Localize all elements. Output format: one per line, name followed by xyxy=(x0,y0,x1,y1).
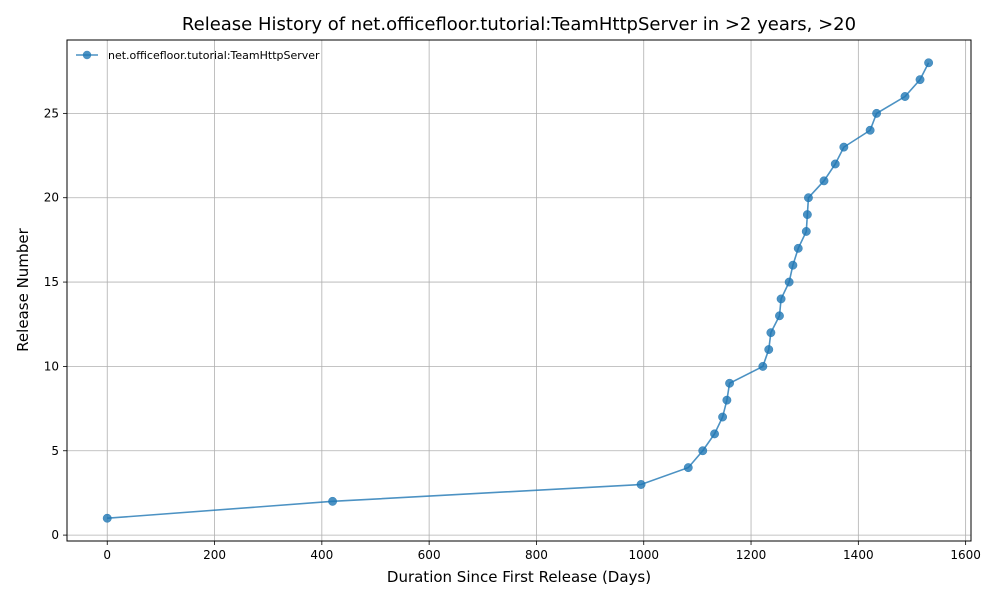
x-tick-label: 1200 xyxy=(736,548,767,562)
x-tick-label: 800 xyxy=(525,548,548,562)
data-point xyxy=(839,142,849,152)
x-tick-label: 1400 xyxy=(843,548,874,562)
data-point xyxy=(865,125,875,135)
data-point xyxy=(758,361,768,371)
data-point xyxy=(775,311,784,321)
series-points xyxy=(102,58,934,523)
y-axis-label: Release Number xyxy=(14,227,32,351)
data-point xyxy=(819,176,829,186)
y-tick-label: 15 xyxy=(44,275,59,289)
chart-title: Release History of net.officefloor.tutor… xyxy=(182,14,856,35)
data-point xyxy=(830,159,840,169)
series-line xyxy=(107,62,930,520)
data-point xyxy=(766,328,776,338)
grid-lines xyxy=(67,40,971,541)
x-tick-label: 1600 xyxy=(950,548,981,562)
legend: net.officefloor.tutorial:TeamHttpServer xyxy=(76,49,320,62)
data-point xyxy=(722,395,732,405)
data-point xyxy=(872,108,882,118)
data-point xyxy=(683,463,693,473)
data-point xyxy=(725,378,735,388)
data-point xyxy=(793,243,803,253)
data-point xyxy=(710,429,720,439)
data-point xyxy=(328,496,338,506)
data-point xyxy=(764,345,774,354)
series-lines xyxy=(107,62,930,520)
y-tick-label: 0 xyxy=(51,528,59,542)
y-axis-ticks: 0 5 10 15 20 25 xyxy=(44,106,67,542)
plot-frame xyxy=(66,39,972,542)
data-point xyxy=(784,277,794,287)
y-tick-label: 25 xyxy=(44,106,59,120)
x-axis-label: Duration Since First Release (Days) xyxy=(387,568,651,586)
y-tick-label: 10 xyxy=(44,359,59,373)
legend-marker xyxy=(82,50,92,60)
y-tick-label: 5 xyxy=(51,444,59,458)
x-axis-ticks: 0 200 400 600 800 1000 1200 1400 1600 xyxy=(103,541,981,562)
x-tick-label: 400 xyxy=(310,548,333,562)
data-point xyxy=(102,513,112,523)
y-tick-label: 20 xyxy=(44,191,59,205)
data-point xyxy=(801,227,811,236)
x-tick-label: 0 xyxy=(103,548,111,562)
x-tick-label: 600 xyxy=(418,548,441,562)
data-point xyxy=(788,260,798,270)
data-point xyxy=(698,446,708,456)
data-point xyxy=(636,480,646,489)
data-point xyxy=(803,193,813,203)
x-tick-label: 200 xyxy=(203,548,226,562)
data-point xyxy=(776,294,786,304)
data-point xyxy=(718,412,728,422)
x-tick-label: 1000 xyxy=(628,548,659,562)
data-point xyxy=(802,210,812,220)
legend-label: net.officefloor.tutorial:TeamHttpServer xyxy=(108,49,320,62)
data-point xyxy=(915,75,925,85)
data-point xyxy=(900,92,910,101)
data-point xyxy=(924,58,934,68)
